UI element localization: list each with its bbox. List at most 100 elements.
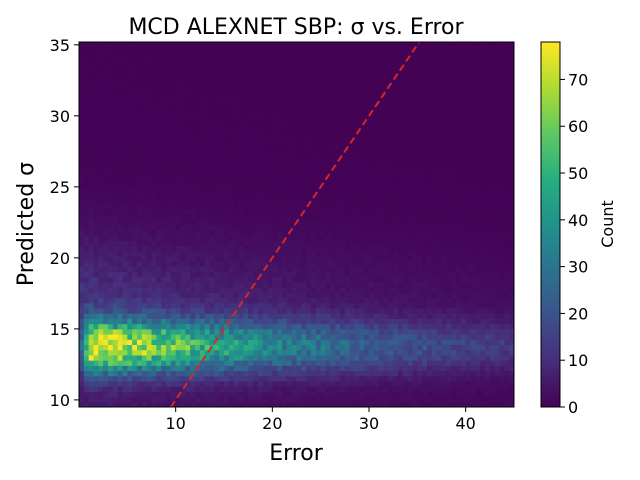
heatmap-cell bbox=[296, 302, 302, 309]
heatmap-cell bbox=[335, 365, 341, 372]
heatmap-cell bbox=[417, 360, 423, 366]
heatmap-cell bbox=[185, 130, 191, 137]
heatmap-cell bbox=[402, 344, 409, 351]
heatmap-cell bbox=[354, 188, 360, 194]
heatmap-cell bbox=[383, 255, 389, 262]
heatmap-cell bbox=[398, 156, 404, 163]
heatmap-cell bbox=[398, 250, 404, 257]
heatmap-cell bbox=[364, 401, 370, 407]
heatmap-cell bbox=[291, 208, 298, 215]
heatmap-cell bbox=[132, 94, 138, 100]
heatmap-cell bbox=[137, 104, 143, 111]
heatmap-cell bbox=[407, 62, 414, 69]
heatmap-cell bbox=[228, 115, 235, 121]
heatmap-cell bbox=[127, 271, 133, 278]
heatmap-cell bbox=[146, 188, 153, 194]
heatmap-cell bbox=[306, 62, 312, 69]
heatmap-cell bbox=[233, 292, 240, 299]
heatmap-cell bbox=[354, 52, 360, 59]
heatmap-cell bbox=[83, 240, 90, 246]
heatmap-cell bbox=[248, 188, 254, 194]
heatmap-cell bbox=[204, 261, 211, 267]
heatmap-cell bbox=[180, 109, 186, 116]
heatmap-cell bbox=[214, 161, 220, 168]
heatmap-cell bbox=[146, 266, 153, 273]
heatmap-cell bbox=[286, 151, 293, 158]
heatmap-cell bbox=[195, 328, 201, 335]
heatmap-cell bbox=[388, 240, 394, 246]
heatmap-cell bbox=[349, 42, 356, 48]
heatmap-cell bbox=[103, 177, 109, 184]
heatmap-cell bbox=[103, 156, 109, 163]
heatmap-cell bbox=[378, 302, 385, 309]
heatmap-cell bbox=[117, 401, 124, 407]
heatmap-cell bbox=[170, 188, 177, 194]
heatmap-cell bbox=[151, 94, 157, 100]
heatmap-cell bbox=[257, 365, 264, 372]
heatmap-cell bbox=[209, 156, 215, 163]
heatmap-cell bbox=[398, 334, 404, 340]
heatmap-cell bbox=[98, 208, 104, 215]
heatmap-cell bbox=[267, 386, 273, 392]
heatmap-cell bbox=[315, 120, 322, 127]
heatmap-cell bbox=[117, 266, 124, 273]
heatmap-cell bbox=[354, 115, 360, 121]
heatmap-cell bbox=[286, 307, 293, 314]
heatmap-cell bbox=[315, 62, 322, 69]
heatmap-cell bbox=[224, 130, 230, 137]
heatmap-cell bbox=[291, 313, 298, 319]
heatmap-cell bbox=[407, 214, 414, 220]
heatmap-cell bbox=[204, 281, 211, 288]
heatmap-cell bbox=[330, 255, 336, 262]
heatmap-cell bbox=[195, 240, 201, 246]
heatmap-cell bbox=[112, 68, 119, 74]
heatmap-cell bbox=[98, 354, 104, 361]
heatmap-cell bbox=[199, 125, 206, 132]
heatmap-cell bbox=[398, 99, 404, 106]
heatmap-cell bbox=[364, 52, 370, 59]
heatmap-cell bbox=[204, 73, 211, 80]
heatmap-cell bbox=[141, 266, 148, 273]
heatmap-cell bbox=[272, 52, 278, 59]
heatmap-cell bbox=[214, 375, 220, 382]
heatmap-cell bbox=[112, 297, 119, 304]
heatmap-cell bbox=[383, 193, 389, 200]
heatmap-cell bbox=[320, 401, 327, 407]
heatmap-cell bbox=[359, 380, 365, 387]
heatmap-cell bbox=[291, 42, 298, 48]
heatmap-cell bbox=[253, 344, 259, 351]
heatmap-cell bbox=[224, 391, 230, 398]
heatmap-cell bbox=[369, 120, 375, 127]
heatmap-cell bbox=[224, 229, 230, 236]
heatmap-cell bbox=[354, 229, 360, 236]
heatmap-cell bbox=[103, 57, 109, 64]
heatmap-cell bbox=[422, 307, 428, 314]
heatmap-cell bbox=[407, 375, 414, 382]
heatmap-cell bbox=[79, 208, 85, 215]
heatmap-cell bbox=[127, 104, 133, 111]
heatmap-cell bbox=[175, 203, 182, 210]
heatmap-cell bbox=[190, 125, 196, 132]
heatmap-cell bbox=[98, 78, 104, 85]
heatmap-cell bbox=[383, 141, 389, 147]
heatmap-cell bbox=[354, 146, 360, 153]
heatmap-cell bbox=[340, 214, 346, 220]
heatmap-cell bbox=[349, 250, 356, 257]
heatmap-cell bbox=[248, 250, 254, 257]
heatmap-cell bbox=[306, 203, 312, 210]
heatmap-cell bbox=[248, 261, 254, 267]
heatmap-cell bbox=[141, 396, 148, 403]
heatmap-cell bbox=[88, 109, 95, 116]
heatmap-cell bbox=[243, 156, 249, 163]
heatmap-cell bbox=[209, 276, 215, 283]
heatmap-cell bbox=[219, 380, 225, 387]
heatmap-cell bbox=[340, 292, 346, 299]
heatmap-cell bbox=[132, 354, 138, 361]
heatmap-cell bbox=[407, 234, 414, 241]
heatmap-cell bbox=[219, 109, 225, 116]
heatmap-cell bbox=[253, 396, 259, 403]
heatmap-cell bbox=[199, 224, 206, 231]
heatmap-cell bbox=[108, 88, 114, 95]
heatmap-cell bbox=[253, 318, 259, 325]
heatmap-cell bbox=[228, 380, 235, 387]
